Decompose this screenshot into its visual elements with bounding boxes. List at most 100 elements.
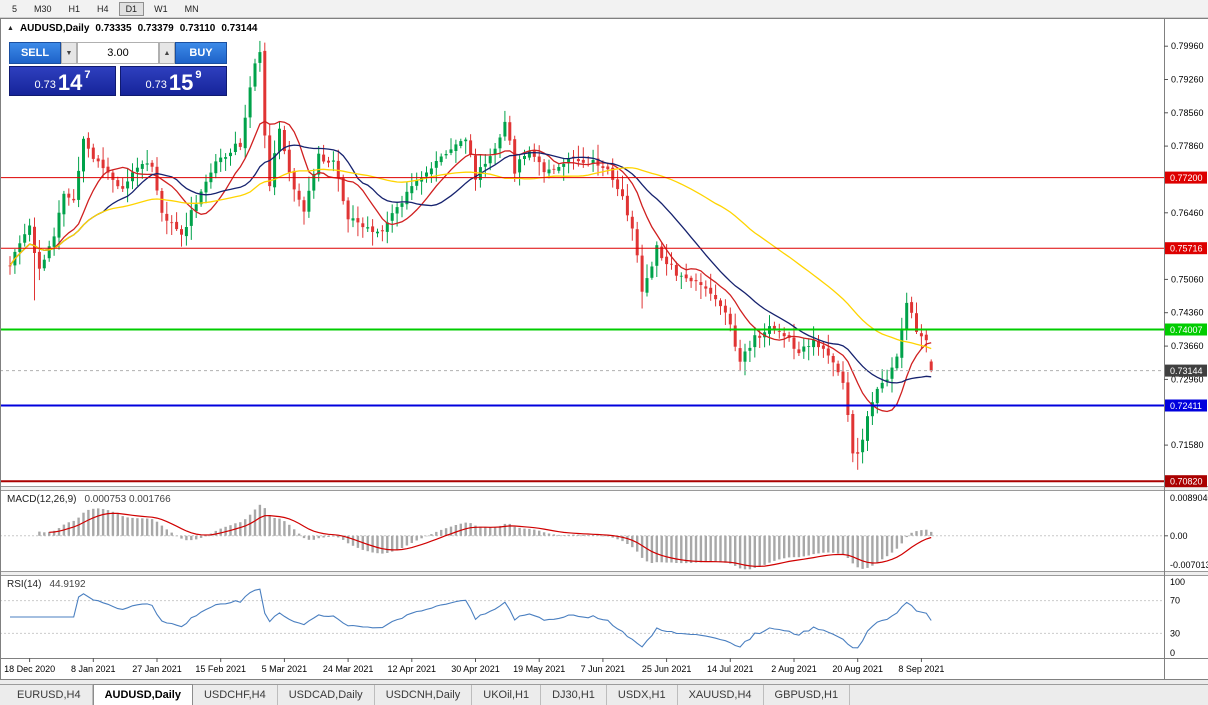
svg-text:20 Aug 2021: 20 Aug 2021 bbox=[832, 664, 883, 674]
chart-title: ▲ AUDUSD,Daily 0.73335 0.73379 0.73110 0… bbox=[7, 23, 257, 34]
one-click-trading-panel: SELL ▼ ▲ BUY 0.73 14 7 0.73 15 9 bbox=[9, 42, 227, 96]
chart-window: 18 Dec 2020 8 Jan 2021 27 Jan 2021 15 Feb 2… bbox=[0, 18, 1208, 680]
volume-up-button[interactable]: ▲ bbox=[159, 42, 175, 64]
sell-button[interactable]: SELL bbox=[9, 42, 61, 64]
svg-text:30 Apr 2021: 30 Apr 2021 bbox=[451, 664, 500, 674]
svg-text:18 Dec 2020: 18 Dec 2020 bbox=[4, 664, 55, 674]
svg-text:0.72960: 0.72960 bbox=[1171, 374, 1204, 384]
chart-tab-ukoil-h1[interactable]: UKOil,H1 bbox=[472, 685, 542, 705]
pane-splitter-macd[interactable] bbox=[0, 486, 1208, 491]
level-price-badge: 0.74007 bbox=[1165, 323, 1207, 336]
timeframe-button-d1[interactable]: D1 bbox=[118, 1, 145, 16]
svg-text:0.75060: 0.75060 bbox=[1171, 274, 1204, 284]
buy-price-big-digits: 15 bbox=[168, 70, 194, 96]
svg-text:0.79960: 0.79960 bbox=[1171, 41, 1204, 51]
svg-text:19 May 2021: 19 May 2021 bbox=[513, 664, 565, 674]
price-axis[interactable]: 0.79960 0.79260 0.78560 0.77860 0.76460 0.750… bbox=[1164, 18, 1208, 680]
chart-tab-dj30-h1[interactable]: DJ30,H1 bbox=[541, 685, 607, 705]
timeframe-toolbar: 5 M30 H1 H4 D1 W1 MN bbox=[0, 0, 1208, 18]
svg-text:70: 70 bbox=[1170, 596, 1180, 606]
svg-text:-0.00701300: -0.00701300 bbox=[1170, 560, 1208, 570]
chart-tab-usdcad-daily[interactable]: USDCAD,Daily bbox=[278, 685, 375, 705]
svg-text:0.74007: 0.74007 bbox=[1170, 325, 1203, 335]
svg-text:5 Mar 2021: 5 Mar 2021 bbox=[262, 664, 308, 674]
svg-text:0.76460: 0.76460 bbox=[1171, 208, 1204, 218]
chart-tab-gbpusd-h1[interactable]: GBPUSD,H1 bbox=[764, 685, 851, 705]
chart-tab-xauusd-h4[interactable]: XAUUSD,H4 bbox=[678, 685, 764, 705]
svg-text:0.00890400: 0.00890400 bbox=[1170, 493, 1208, 503]
chart-tab-usdchf-h4[interactable]: USDCHF,H4 bbox=[193, 685, 278, 705]
timeframe-button-5[interactable]: 5 bbox=[12, 3, 18, 14]
ohlc-high: 0.73379 bbox=[137, 23, 174, 34]
rsi-indicator-label: RSI(14) 44.9192 bbox=[7, 579, 86, 590]
window-gap bbox=[0, 680, 1208, 684]
macd-indicator-label: MACD(12,26,9) 0.000753 0.001766 bbox=[7, 494, 171, 505]
svg-text:0.73144: 0.73144 bbox=[1170, 366, 1203, 376]
chart-tab-usdcnh-daily[interactable]: USDCNH,Daily bbox=[375, 685, 473, 705]
svg-text:0.72411: 0.72411 bbox=[1170, 401, 1202, 411]
svg-text:0.75716: 0.75716 bbox=[1170, 244, 1203, 254]
svg-text:7 Jun 2021: 7 Jun 2021 bbox=[581, 664, 626, 674]
buy-price-display[interactable]: 0.73 15 9 bbox=[120, 66, 227, 96]
chart-tab-usdx-h1[interactable]: USDX,H1 bbox=[607, 685, 678, 705]
svg-text:0.77200: 0.77200 bbox=[1170, 173, 1203, 183]
macd-values: 0.000753 0.001766 bbox=[84, 494, 171, 505]
level-price-badge: 0.72411 bbox=[1165, 399, 1207, 412]
volume-input[interactable] bbox=[77, 42, 159, 64]
one-click-expander-icon[interactable]: ▲ bbox=[7, 25, 14, 32]
timeframe-button-h1[interactable]: H1 bbox=[68, 3, 81, 14]
timeframe-button-w1[interactable]: W1 bbox=[154, 3, 168, 14]
chart-tab-eurusd-h4[interactable]: EURUSD,H4 bbox=[6, 685, 93, 705]
rsi-value: 44.9192 bbox=[49, 579, 86, 590]
svg-text:0: 0 bbox=[1170, 648, 1175, 658]
timeframe-button-mn[interactable]: MN bbox=[184, 3, 199, 14]
svg-text:0.78560: 0.78560 bbox=[1171, 108, 1204, 118]
chart-tab-audusd-daily[interactable]: AUDUSD,Daily bbox=[92, 684, 193, 705]
ohlc-low: 0.73110 bbox=[179, 23, 216, 34]
pane-splitter-rsi[interactable] bbox=[0, 571, 1208, 576]
level-price-badge: 0.75716 bbox=[1165, 242, 1207, 255]
chart-symbol-label: AUDUSD,Daily bbox=[19, 23, 90, 34]
svg-text:100: 100 bbox=[1170, 577, 1185, 587]
level-price-badge: 0.70820 bbox=[1165, 475, 1207, 488]
level-price-badge: 0.77200 bbox=[1165, 171, 1207, 184]
svg-text:0.70820: 0.70820 bbox=[1170, 477, 1203, 487]
svg-text:8 Sep 2021: 8 Sep 2021 bbox=[898, 664, 944, 674]
macd-name: MACD(12,26,9) bbox=[7, 494, 77, 505]
volume-down-button[interactable]: ▼ bbox=[61, 42, 77, 64]
time-axis[interactable]: 18 Dec 2020 8 Jan 2021 27 Jan 2021 15 Feb 2… bbox=[0, 658, 1208, 674]
chart-canvas-holder: 18 Dec 2020 8 Jan 2021 27 Jan 2021 15 Feb 2… bbox=[0, 18, 1208, 685]
chart-canvas[interactable]: 18 Dec 2020 8 Jan 2021 27 Jan 2021 15 Feb 2… bbox=[0, 18, 1208, 680]
svg-text:15 Feb 2021: 15 Feb 2021 bbox=[195, 664, 246, 674]
sell-price-display[interactable]: 0.73 14 7 bbox=[9, 66, 116, 96]
svg-text:24 Mar 2021: 24 Mar 2021 bbox=[323, 664, 374, 674]
sell-price-big-digits: 14 bbox=[57, 70, 83, 96]
horizontal-level-lines[interactable] bbox=[0, 177, 1164, 483]
current-price-badge: 0.73144 bbox=[1165, 364, 1207, 377]
svg-text:8 Jan 2021: 8 Jan 2021 bbox=[71, 664, 116, 674]
svg-text:2 Aug 2021: 2 Aug 2021 bbox=[771, 664, 817, 674]
rsi-pane bbox=[0, 588, 1164, 649]
timeframe-button-m30[interactable]: M30 bbox=[34, 3, 52, 14]
svg-text:27 Jan 2021: 27 Jan 2021 bbox=[132, 664, 182, 674]
svg-text:25 Jun 2021: 25 Jun 2021 bbox=[642, 664, 692, 674]
svg-text:0.74360: 0.74360 bbox=[1171, 308, 1204, 318]
svg-text:0.79260: 0.79260 bbox=[1171, 75, 1204, 85]
ohlc-open: 0.73335 bbox=[95, 23, 132, 34]
ohlc-close: 0.73144 bbox=[221, 23, 258, 34]
rsi-name: RSI(14) bbox=[7, 579, 42, 590]
svg-text:0.71580: 0.71580 bbox=[1171, 440, 1204, 450]
chart-tabbar: EURUSD,H4 AUDUSD,Daily USDCHF,H4 USDCAD,Dai… bbox=[0, 684, 1208, 705]
moving-average-lines bbox=[9, 120, 932, 413]
svg-text:12 Apr 2021: 12 Apr 2021 bbox=[388, 664, 437, 674]
timeframe-button-h4[interactable]: H4 bbox=[97, 3, 109, 14]
svg-text:30: 30 bbox=[1170, 628, 1180, 638]
macd-pane bbox=[0, 504, 1164, 570]
candles bbox=[8, 40, 933, 470]
svg-text:0.00: 0.00 bbox=[1170, 531, 1188, 541]
buy-button[interactable]: BUY bbox=[175, 42, 227, 64]
svg-text:0.73660: 0.73660 bbox=[1171, 341, 1204, 351]
sell-price-prefix: 0.73 bbox=[34, 79, 56, 91]
svg-text:0.77860: 0.77860 bbox=[1171, 141, 1204, 151]
buy-price-prefix: 0.73 bbox=[145, 79, 167, 91]
